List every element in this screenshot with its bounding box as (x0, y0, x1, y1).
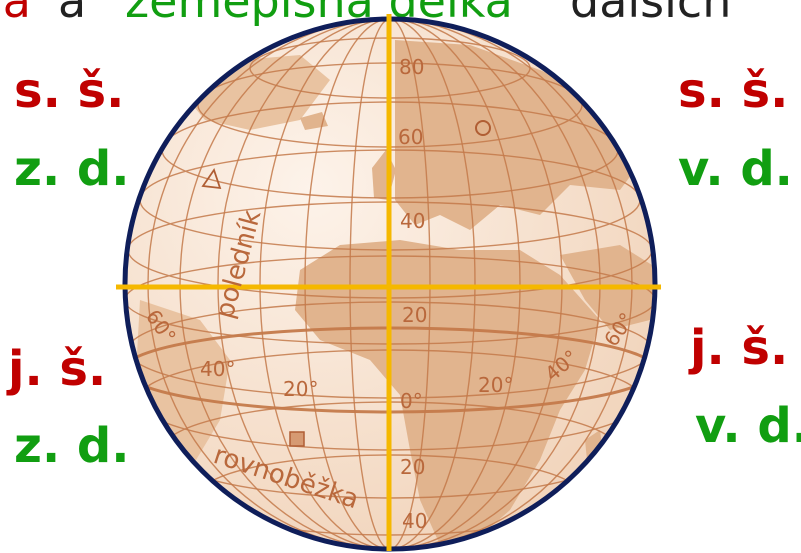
land-iceland (300, 112, 328, 130)
map-marker-circle (475, 120, 491, 136)
lat-label-20: 20 (402, 303, 427, 327)
lon-label-0: 0° (400, 389, 423, 413)
lat-label-40-south: 40 (402, 509, 427, 533)
title-part-2: a (58, 0, 86, 26)
lat-label-40: 40 (400, 209, 425, 233)
nw-latitude-label: s. š. (14, 63, 125, 119)
title-part-3: zeměpisná délka (125, 0, 513, 26)
sw-latitude-label: j. š. (8, 341, 107, 397)
map-marker-square (289, 431, 305, 447)
lon-label-20-west: 20° (283, 377, 318, 401)
land-scandinavia (420, 55, 500, 150)
lon-label-20-east: 20° (478, 373, 513, 397)
title: la a zeměpisná délka dalších (0, 0, 801, 26)
land-africa (295, 240, 600, 545)
map-marker-triangle (201, 168, 222, 190)
lat-label-20-south: 20 (400, 455, 425, 479)
nw-longitude-label: z. d. (14, 141, 130, 197)
sw-longitude-label: z. d. (14, 418, 130, 474)
lat-label-80: 80 (399, 55, 424, 79)
lon-label-40-west: 40° (200, 357, 235, 381)
ne-longitude-label: v. d. (678, 141, 793, 197)
title-part-1: la (0, 0, 31, 26)
lat-label-60: 60 (398, 125, 423, 149)
se-latitude-label: j. š. (690, 320, 789, 376)
ne-latitude-label: s. š. (678, 63, 789, 119)
se-longitude-label: v. d. (695, 398, 801, 454)
meridians (147, 19, 633, 549)
title-part-4: dalších (570, 0, 731, 26)
